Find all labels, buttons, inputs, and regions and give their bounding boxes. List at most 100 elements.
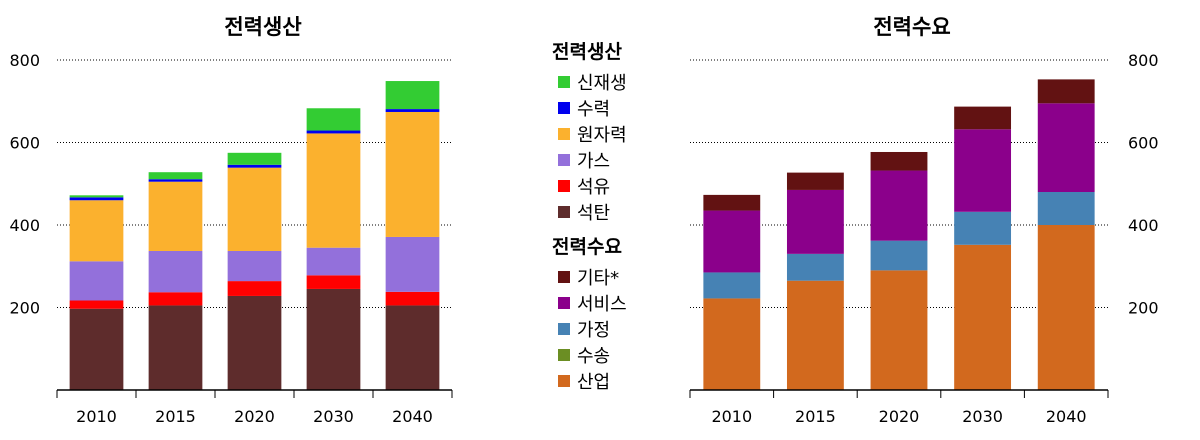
legend-swatch (558, 206, 570, 218)
bar-segment (69, 197, 124, 201)
bar-segment (306, 288, 361, 390)
legend-swatch (558, 349, 570, 361)
legend-label: 수력 (577, 99, 611, 120)
bar-segment (385, 236, 440, 292)
bar-segment (1037, 225, 1095, 390)
bar-segment (954, 244, 1012, 390)
bar-segment (1037, 79, 1095, 104)
legend-swatch (558, 128, 570, 140)
bar-segment (227, 152, 282, 165)
y-tick-label: 800 (9, 51, 40, 70)
bar-segment (870, 151, 928, 171)
legend-swatch (558, 154, 570, 166)
x-tick-label: 2010 (76, 407, 117, 426)
bar-segment (306, 247, 361, 276)
bar-segment (227, 281, 282, 296)
legend-label: 원자력 (577, 125, 627, 146)
bar-segment (786, 189, 844, 254)
legend-item: 원자력 (552, 121, 712, 147)
x-tick-label: 2015 (795, 407, 836, 426)
bar-segment (148, 292, 203, 306)
x-tick-label: 2030 (313, 407, 354, 426)
legend-label: 수송 (577, 346, 611, 367)
bar-segment (227, 250, 282, 282)
bar-segment (870, 270, 928, 390)
bar-segment (1037, 192, 1095, 225)
bar-segment (227, 164, 282, 168)
legend-item: 기타* (552, 264, 712, 290)
x-tick-label: 2015 (155, 407, 196, 426)
bar-segment (69, 195, 124, 198)
legend-swatch (558, 76, 570, 88)
legend-label: 신재생 (577, 73, 627, 94)
chart-title: 전력수요 (873, 15, 950, 39)
x-tick-label: 2040 (1046, 407, 1087, 426)
bar-segment (870, 240, 928, 271)
legend-item: 신재생 (552, 69, 712, 95)
y-tick-label: 800 (1128, 51, 1159, 70)
bar-segment (306, 133, 361, 248)
y-tick-label: 400 (1128, 216, 1159, 235)
legend-label: 가정 (577, 320, 611, 341)
legend-group-demand: 전력수요 기타* 서비스 가정 수송 산업 (552, 235, 712, 394)
legend-label: 서비스 (577, 294, 627, 315)
bar-segment (69, 308, 124, 390)
bar-segment (148, 172, 203, 180)
bar-segment (703, 194, 761, 211)
x-tick-label: 2010 (711, 407, 752, 426)
bar-segment (786, 172, 844, 190)
legend-item: 석탄 (552, 199, 712, 225)
legend-swatch (558, 180, 570, 192)
legend-label: 석유 (577, 177, 611, 198)
bar-segment (385, 81, 440, 110)
y-tick-label: 600 (9, 134, 40, 153)
bar-segment (703, 272, 761, 299)
bar-segment (385, 305, 440, 390)
chart-title: 전력생산 (224, 15, 301, 39)
legend-title-production: 전력생산 (552, 41, 622, 63)
bar-segment (69, 300, 124, 309)
bar-segment (786, 280, 844, 390)
bar-segment (227, 295, 282, 390)
legend: 전력생산 신재생 수력 원자력 가스 석유 석탄 전력수요 기타* 서비스 가정 수송 산업 (552, 40, 712, 404)
bar-segment (148, 181, 203, 251)
bar-segment (69, 261, 124, 301)
legend-label: 기타* (577, 268, 620, 289)
legend-item: 수송 (552, 342, 712, 368)
bar-segment (786, 253, 844, 281)
bar-segment (385, 111, 440, 237)
legend-swatch (558, 271, 570, 283)
legend-item: 가정 (552, 316, 712, 342)
bar-segment (227, 167, 282, 251)
bar-segment (954, 211, 1012, 245)
bar-segment (954, 129, 1012, 212)
y-tick-label: 400 (9, 216, 40, 235)
legend-item: 산업 (552, 368, 712, 394)
bar-segment (385, 109, 440, 112)
legend-item: 석유 (552, 173, 712, 199)
x-tick-label: 2020 (879, 407, 920, 426)
legend-label: 산업 (577, 372, 611, 393)
bar-segment (148, 305, 203, 390)
bar-segment (306, 108, 361, 131)
bar-segment (703, 298, 761, 390)
bar-segment (306, 130, 361, 134)
x-tick-label: 2030 (962, 407, 1003, 426)
legend-swatch (558, 375, 570, 387)
legend-swatch (558, 323, 570, 335)
bar-segment (870, 170, 928, 241)
bar-segment (954, 106, 1012, 130)
x-tick-label: 2020 (234, 407, 275, 426)
bar-segment (385, 291, 440, 306)
y-tick-label: 600 (1128, 134, 1159, 153)
legend-label: 가스 (577, 151, 611, 172)
bar-segment (1037, 103, 1095, 192)
x-tick-label: 2040 (392, 407, 433, 426)
y-tick-label: 200 (9, 299, 40, 318)
legend-swatch (558, 102, 570, 114)
legend-label: 석탄 (577, 203, 611, 224)
legend-item: 가스 (552, 147, 712, 173)
bar-segment (306, 275, 361, 289)
